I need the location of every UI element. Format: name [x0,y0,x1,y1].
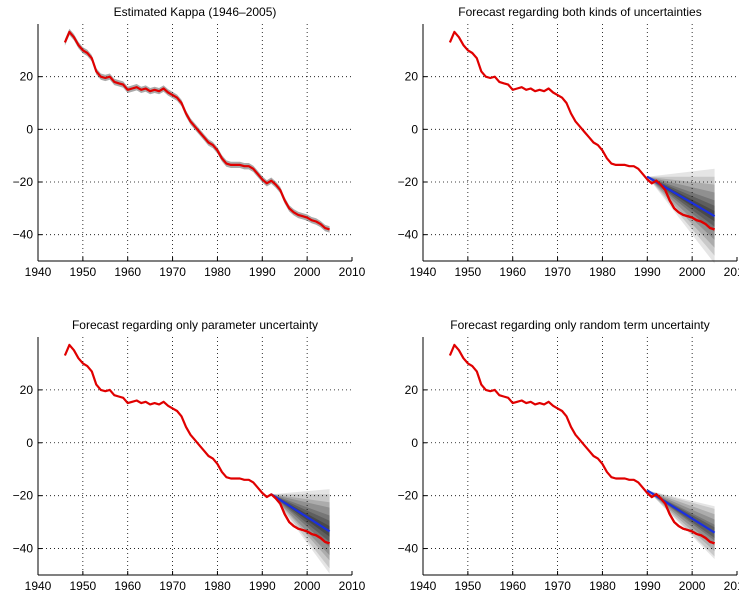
fan-band [647,176,715,240]
fan-band [647,490,715,557]
x-tick-label: 2000 [679,579,706,593]
kappa-line-overlay [270,493,330,545]
x-tick-label: 1960 [114,265,141,279]
x-tick-label: 1970 [159,579,186,593]
fan-band [647,490,715,552]
y-tick-label: 20 [20,70,34,84]
chart-title: Forecast regarding both kinds of uncerta… [458,5,701,19]
x-tick-label: 2010 [339,265,366,279]
x-tick-label: 2010 [339,579,366,593]
panel-4: 1940 1950 1960 1970 1980 1990 2000 2010 −40 −20 0 2… [398,318,739,593]
fan-band [647,168,715,264]
forecast-line [270,493,331,533]
x-tick-label: 1970 [544,265,571,279]
y-tick-label: 0 [411,436,418,450]
x-tick-label: 1940 [410,265,437,279]
y-tick-label: −40 [13,228,34,242]
fan-band [271,494,330,537]
panel-2: 1940 1950 1960 1970 1980 1990 2000 2010 −40 −20 0 2… [398,5,739,279]
y-tick-label: 0 [26,436,33,450]
fan-band [271,494,330,542]
fan-band [647,176,715,256]
fan-band [647,176,715,232]
y-tick-label: −40 [398,228,419,242]
fan-band [647,490,715,560]
kappa-line-overlay [646,178,715,231]
y-tick-label: 20 [405,70,419,84]
x-tick-label: 1970 [544,579,571,593]
fan-band [271,494,330,556]
fan-band [647,490,715,546]
x-tick-label: 2010 [724,579,739,593]
x-tick-label: 1990 [249,579,276,593]
x-tick-label: 1940 [25,265,52,279]
x-tick-label: 1940 [410,579,437,593]
x-tick-label: 1960 [499,265,526,279]
fan-band [271,489,330,574]
y-tick-label: 20 [20,383,34,397]
x-tick-label: 1960 [114,579,141,593]
x-tick-label: 1990 [634,579,661,593]
chart-title: Estimated Kappa (1946–2005) [114,5,277,19]
x-tick-label: 1980 [589,579,616,593]
x-tick-label: 1940 [25,579,52,593]
chart-title: Forecast regarding only parameter uncert… [72,318,318,332]
fan-band [647,176,715,248]
fan-band [271,494,330,561]
y-tick-label: 0 [26,122,33,136]
y-tick-label: −20 [398,175,419,189]
y-tick-label: −40 [13,542,34,556]
x-tick-label: 1960 [499,579,526,593]
x-tick-label: 1990 [249,265,276,279]
x-tick-label: 2010 [724,265,739,279]
y-tick-label: −40 [398,542,419,556]
kappa-line-overlay [646,492,715,545]
x-tick-label: 2000 [679,265,706,279]
panel-1: 1940 1950 1960 1970 1980 1990 2000 2010 −40 −20 0 2… [13,5,366,279]
x-tick-label: 1980 [589,265,616,279]
y-tick-label: −20 [13,489,34,503]
x-tick-label: 1950 [455,265,482,279]
fan-band [271,494,330,569]
x-tick-label: 2000 [294,265,321,279]
x-tick-label: 1980 [204,579,231,593]
chart-title: Forecast regarding only random term unce… [450,318,709,332]
panel-3: 1940 1950 1960 1970 1980 1990 2000 2010 −40 −20 0 2… [13,318,366,593]
x-tick-label: 1950 [455,579,482,593]
y-tick-label: 0 [411,122,418,136]
x-tick-label: 1950 [70,265,97,279]
x-tick-label: 1970 [159,265,186,279]
x-tick-label: 1980 [204,265,231,279]
x-tick-label: 1990 [634,265,661,279]
kappa-line [63,30,330,231]
y-tick-label: −20 [13,175,34,189]
y-tick-label: 20 [405,383,419,397]
x-tick-label: 1950 [70,579,97,593]
y-tick-label: −20 [398,489,419,503]
x-tick-label: 2000 [294,579,321,593]
